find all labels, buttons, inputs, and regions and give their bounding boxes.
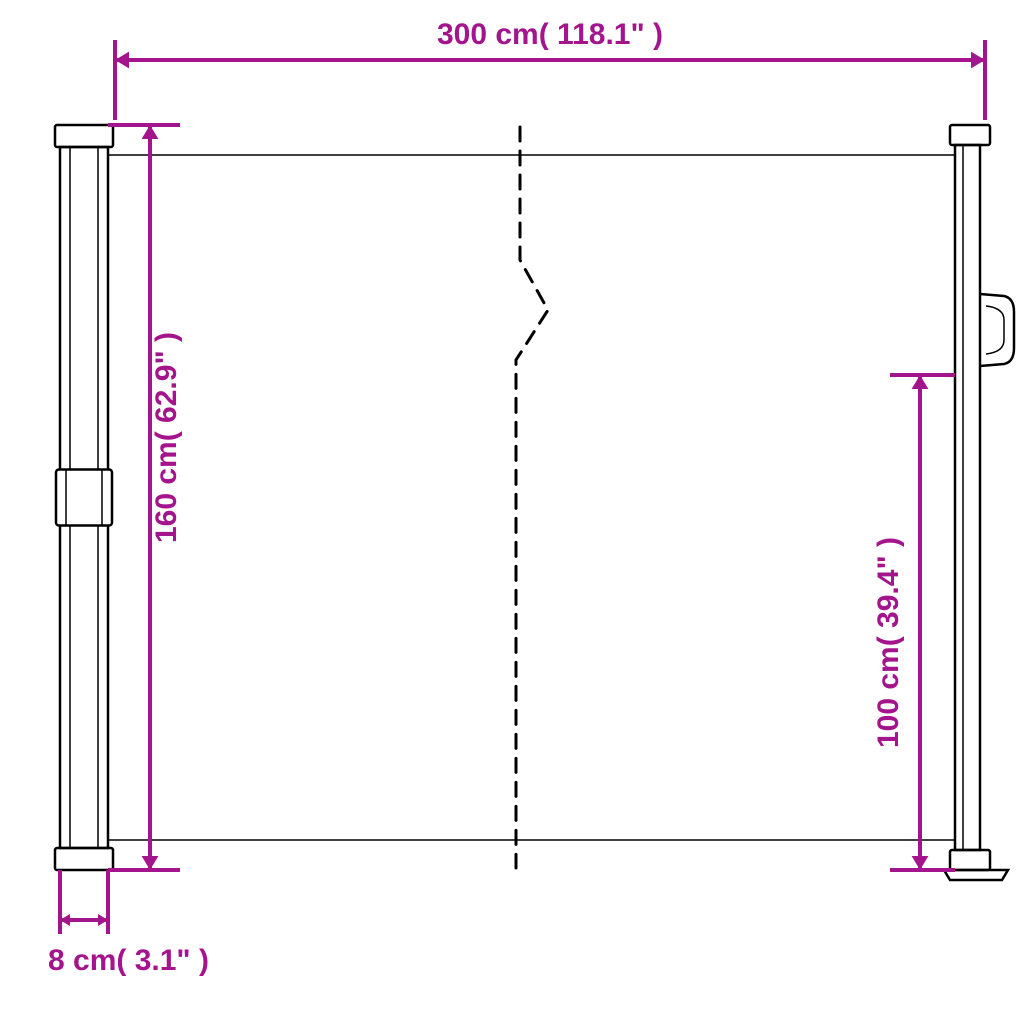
dim-label-handle: 100 cm( 39.4" ) bbox=[872, 537, 905, 748]
dimension-diagram: 300 cm( 118.1" ) 160 cm( 62.9" ) 100 cm( 3… bbox=[0, 0, 1024, 1024]
dim-label: 300 cm( 118.1" ) bbox=[437, 18, 663, 51]
dim-label-height: 160 cm( 62.9" ) bbox=[150, 332, 183, 543]
dim-label-depth: 8 cm( 3.1" ) bbox=[48, 944, 209, 977]
